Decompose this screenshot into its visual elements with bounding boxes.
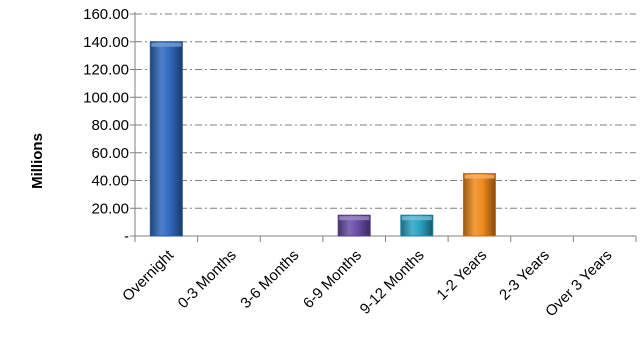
axes <box>130 12 637 242</box>
x-tick-label: 9-12 Months <box>357 247 428 318</box>
bar <box>149 41 183 237</box>
gridlines <box>135 13 636 209</box>
x-tick-label: 6-9 Months <box>300 247 365 312</box>
y-tick-label: 40.00 <box>91 173 129 190</box>
y-tick-label: 80.00 <box>91 117 129 134</box>
x-tick-label: 3-6 Months <box>237 247 302 312</box>
y-axis-title: Millions <box>29 133 46 189</box>
bar-highlight <box>401 216 432 221</box>
y-tick-label: 100.00 <box>83 89 129 106</box>
y-tick-label: 60.00 <box>91 145 129 162</box>
x-tick-label: 0-3 Months <box>175 247 240 312</box>
bar-highlight <box>339 216 370 221</box>
bar <box>400 214 434 237</box>
bar-highlight <box>464 174 495 179</box>
bar <box>462 173 496 237</box>
bar <box>337 214 371 237</box>
bars <box>149 41 496 237</box>
y-tick-label: 20.00 <box>91 200 129 217</box>
x-tick-label: Over 3 Years <box>542 247 615 320</box>
x-tick-label: Overnight <box>119 246 178 305</box>
y-tick-label: - <box>124 228 129 245</box>
y-tick-labels: - 20.00 40.00 60.00 80.00 100.00 120.00 140.00 1… <box>83 6 129 245</box>
bar-highlight <box>151 42 182 47</box>
y-tick-label: 140.00 <box>83 34 129 51</box>
x-tick-label: 2-3 Years <box>496 247 553 304</box>
y-tick-label: 120.00 <box>83 62 129 79</box>
x-tick-label: 1-2 Years <box>433 247 490 304</box>
y-tick-label: 160.00 <box>83 6 129 23</box>
